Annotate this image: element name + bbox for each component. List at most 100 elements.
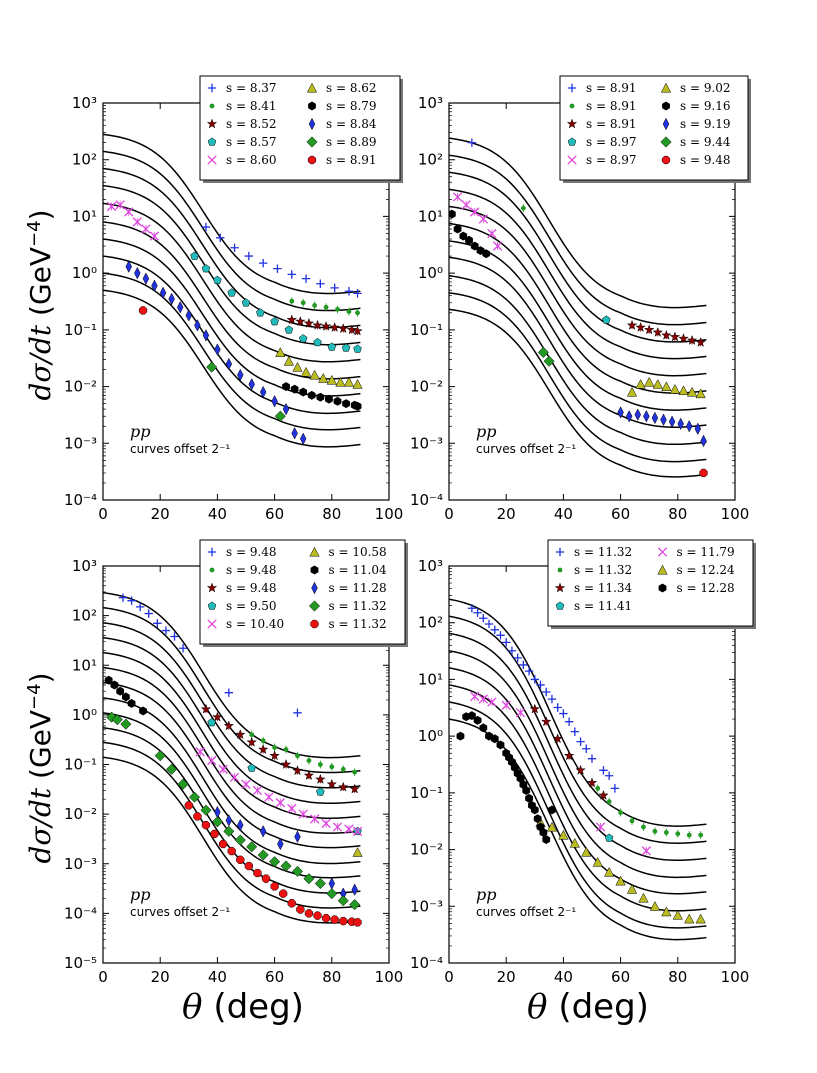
data-point <box>353 918 362 927</box>
theory-curve <box>103 756 361 924</box>
x-tick-label: 20 <box>151 968 170 986</box>
data-point <box>536 680 545 690</box>
data-point <box>300 300 306 306</box>
data-point <box>104 675 113 685</box>
theory-curve <box>449 292 707 463</box>
data-point <box>200 703 212 714</box>
y-tick-label: 10⁻³ <box>64 855 97 873</box>
legend-label: s = 9.48 <box>226 563 277 577</box>
data-point <box>467 604 477 613</box>
data-series <box>190 251 362 353</box>
data-series <box>535 817 706 924</box>
data-point <box>313 337 322 347</box>
data-point <box>244 251 254 261</box>
data-point <box>333 396 342 406</box>
y-tick-label: 10⁰ <box>72 706 97 724</box>
legend-label: s = 11.04 <box>329 563 388 577</box>
y-tick-label: 10⁻⁴ <box>410 491 443 509</box>
data-point <box>257 743 269 755</box>
data-point <box>543 355 555 367</box>
legend-label: s = 8.91 <box>326 153 377 167</box>
data-point <box>127 698 136 708</box>
data-point <box>115 200 125 210</box>
y-label-close: ) <box>24 672 57 683</box>
data-point <box>283 355 295 366</box>
data-point <box>316 392 325 402</box>
data-point <box>660 413 667 426</box>
data-point <box>661 329 672 340</box>
data-point <box>168 292 175 306</box>
data-point <box>610 784 620 793</box>
legend-label: s = 11.32 <box>329 617 387 631</box>
data-point <box>253 868 262 878</box>
data-point <box>339 916 348 926</box>
legend-label: s = 12.28 <box>677 581 735 595</box>
x-tick-label: 100 <box>721 968 750 986</box>
data-point <box>634 408 641 421</box>
theory-curve <box>449 598 707 827</box>
data-point <box>352 769 358 775</box>
legend-marker <box>307 155 317 165</box>
data-series <box>467 604 620 793</box>
data-point <box>327 342 337 351</box>
y-tick-label: 10⁻² <box>64 805 97 823</box>
legend-marker <box>660 82 672 93</box>
data-point <box>492 241 503 251</box>
data-point <box>353 289 362 298</box>
data-point <box>275 798 285 808</box>
legend-marker <box>207 137 217 146</box>
data-point <box>668 415 676 428</box>
data-point <box>287 899 296 908</box>
data-point <box>283 747 289 752</box>
x-tick-label: 80 <box>668 968 687 986</box>
x-tick-label: 60 <box>611 968 630 986</box>
legend-marker <box>207 547 217 557</box>
y-tick-label: 10⁰ <box>418 264 443 282</box>
data-point <box>153 619 162 628</box>
data-point <box>678 385 689 396</box>
data-point <box>329 764 335 770</box>
theory-curve <box>103 150 361 312</box>
legend-label: s = 8.41 <box>226 99 277 113</box>
legend: s = 9.48 s = 9.48 s = 9.48 s = 9.50 s = 10.4… <box>199 539 408 647</box>
data-point <box>315 773 326 784</box>
theory-curve <box>103 666 361 834</box>
reaction-label: pp <box>130 885 150 904</box>
x-tick-label: 0 <box>444 505 454 523</box>
legend-label: s = 11.32 <box>574 545 632 559</box>
x-tick-label: 0 <box>98 505 108 523</box>
data-point <box>575 764 586 775</box>
data-series <box>118 593 302 718</box>
data-point <box>453 224 462 234</box>
data-point <box>246 736 258 747</box>
legend-marker <box>554 582 566 593</box>
data-point <box>229 772 240 783</box>
data-series <box>200 703 360 794</box>
data-point <box>337 323 349 334</box>
y-tick-label: 10⁻⁴ <box>64 491 97 509</box>
data-point <box>280 860 292 872</box>
data-point <box>604 771 614 780</box>
data-point <box>686 419 693 433</box>
data-point <box>519 660 528 670</box>
data-point <box>321 914 331 923</box>
data-point <box>533 814 542 824</box>
theory-curve <box>103 712 361 879</box>
data-point <box>216 233 225 242</box>
data-point <box>200 804 212 816</box>
data-point <box>349 783 360 794</box>
legend-marker <box>207 155 217 165</box>
data-point <box>476 246 485 256</box>
data-point <box>641 824 646 830</box>
data-point <box>258 258 268 268</box>
x-tick-label: 40 <box>208 505 227 523</box>
theory-curve <box>449 632 707 862</box>
data-point <box>328 877 336 890</box>
data-point <box>337 781 349 792</box>
data-point <box>525 793 533 803</box>
data-series <box>352 847 363 857</box>
x-tick-label: 40 <box>208 968 227 986</box>
data-point <box>142 272 150 285</box>
reaction-label: pp <box>476 422 496 441</box>
data-point <box>490 625 499 634</box>
